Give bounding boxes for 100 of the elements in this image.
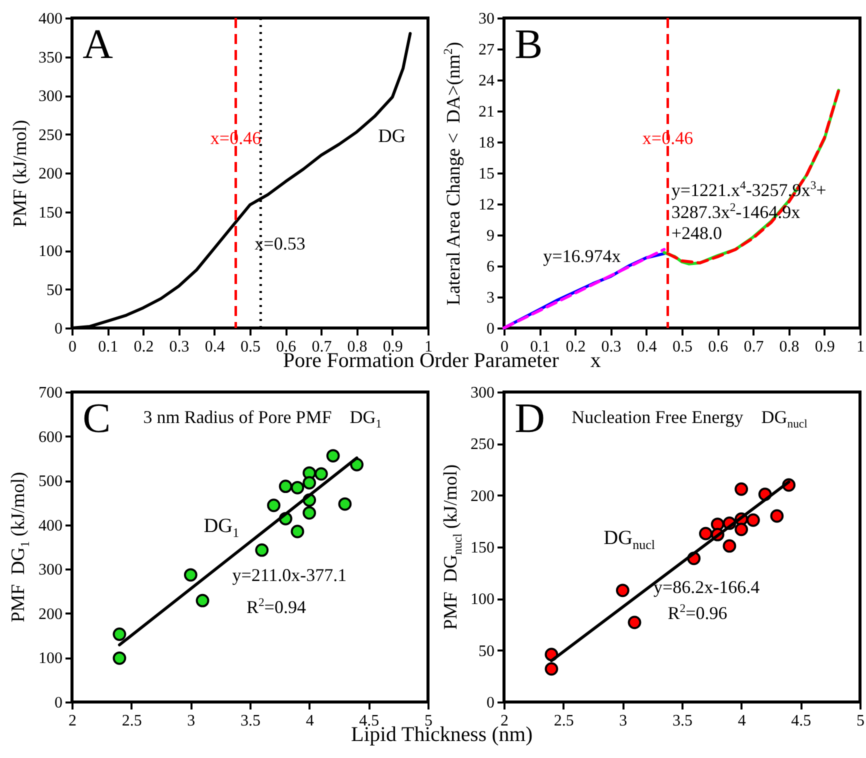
x-tick-label: 0.7 [744, 338, 764, 356]
y-axis-title: PMF (kJ/mol) [10, 119, 31, 227]
text: Nucleation Free Energy DG$_{nucl}$ [572, 406, 808, 430]
y-tick-label: 50 [478, 642, 494, 660]
y-tick-label: 400 [38, 10, 62, 28]
y-tick-label: 100 [38, 243, 62, 260]
point [278, 480, 292, 494]
y-tick-label: 30 [478, 10, 494, 28]
y-tick-label: 9 [486, 228, 494, 244]
annotation: y=211.0x-377.1 [232, 564, 347, 585]
annotation: C [82, 396, 111, 442]
y-tick-label: 200 [38, 606, 62, 623]
y-tick-label: 50 [46, 282, 62, 299]
x-tick-label: 0 [500, 338, 508, 356]
x-tick-label: 0.9 [814, 338, 835, 356]
x-tick-label: 0.1 [98, 338, 118, 356]
text: 3 nm Radius of Pore PMF DG$_{1}$ [143, 406, 382, 430]
x-tick-label: 0.3 [169, 338, 190, 356]
y-tick-label: 18 [478, 134, 494, 152]
x-tick-label: 0.4 [204, 338, 225, 356]
point [616, 584, 630, 598]
x-tick-label: 0.8 [779, 338, 800, 356]
x-tick-label: 0.4 [636, 338, 657, 356]
point [112, 651, 126, 665]
point [290, 524, 304, 538]
y-tick-label: 27 [478, 42, 494, 58]
x-tick-label: 0.5 [240, 338, 260, 356]
point [302, 506, 316, 520]
ref-line-label: x=0.53 [254, 233, 306, 254]
annotation: y=86.2x-166.4 [654, 577, 760, 597]
y-tick-label: 300 [470, 384, 494, 402]
y-tick-label: 100 [470, 591, 494, 608]
x-tick-label: 0 [68, 338, 76, 356]
series-label: DG$_{1}$ [204, 515, 240, 540]
series-label: DG$_{nucl}$ [604, 527, 655, 552]
y-tick-label: 300 [38, 88, 62, 105]
x-tick-label: 3.5 [240, 712, 260, 730]
y-tick-label: 200 [38, 166, 62, 182]
y-tick-label: 350 [38, 49, 62, 66]
point [302, 476, 316, 490]
annotation: y=16.974x [543, 246, 621, 266]
x-tick-label: 5 [856, 712, 864, 730]
x-tick-label: 1 [856, 338, 864, 356]
y-tick-label: 300 [38, 562, 62, 579]
annotation: A [82, 22, 114, 68]
y-tick-label: 12 [478, 196, 494, 214]
y-tick-label: 150 [38, 204, 62, 222]
point [746, 513, 760, 527]
y-tick-label: 400 [38, 517, 62, 534]
point [112, 628, 126, 641]
y-tick-label: 3 [486, 290, 494, 306]
x-tick-label: 0.2 [134, 338, 154, 356]
x-tick-label: 2.5 [122, 712, 142, 730]
x-tick-label: 3 [187, 712, 196, 730]
y-tick-label: 0 [486, 694, 494, 712]
point [326, 449, 340, 462]
point [722, 539, 736, 553]
y-tick-label: 700 [38, 384, 62, 402]
x-tick-label: 2.5 [554, 712, 574, 730]
y-tick-label: 200 [470, 488, 494, 505]
point [184, 568, 198, 582]
x-tick-label: 0.6 [708, 338, 728, 356]
x-tick-label: 0.8 [347, 338, 368, 356]
x-tick-label: 4.5 [791, 712, 812, 730]
series-label: DG [378, 126, 406, 146]
y-tick-label: 6 [486, 258, 494, 276]
point [290, 480, 304, 494]
point [734, 482, 748, 496]
x-tick-label: 3.5 [672, 712, 692, 730]
point [770, 509, 784, 523]
y-tick-label: 24 [478, 72, 494, 90]
y-tick-label: 0 [54, 320, 62, 338]
x-tick-label: 3 [619, 712, 628, 730]
point [196, 594, 210, 608]
y-tick-label: 15 [478, 166, 494, 182]
y-tick-label: 0 [486, 320, 494, 338]
point [628, 616, 642, 630]
point [314, 467, 328, 481]
y-tick-label: 600 [38, 428, 62, 446]
y-tick-label: 100 [38, 650, 62, 668]
annotation: B [514, 22, 543, 68]
x-tick-label: 0.1 [530, 338, 550, 356]
y-tick-label: 500 [38, 473, 62, 490]
point [267, 498, 280, 512]
point [255, 543, 269, 557]
y-tick-label: 0 [54, 694, 62, 712]
point [699, 526, 712, 540]
y-tick-label: 150 [470, 540, 494, 556]
point [544, 662, 558, 676]
x-tick-label: 0.5 [672, 338, 692, 356]
x-tick-label: 2 [500, 712, 508, 730]
x-tick-label: 0.3 [601, 338, 622, 356]
x-tick-label: 2 [68, 712, 76, 730]
point [338, 497, 352, 511]
y-tick-label: 21 [478, 104, 494, 120]
point [734, 522, 748, 536]
y-tick-label: 250 [470, 436, 494, 454]
annotation: D [514, 396, 546, 442]
annotation: R$^{2}$=0.96 [668, 602, 728, 623]
x-tick-label: 4 [738, 712, 746, 730]
